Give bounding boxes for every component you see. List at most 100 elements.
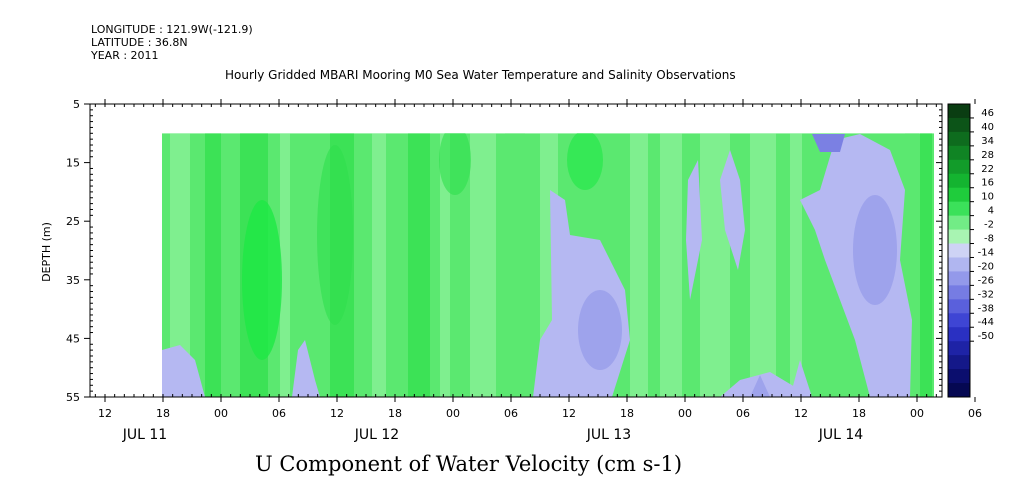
colorbar-label: 40 <box>981 122 994 133</box>
field-strong-east <box>439 133 471 195</box>
x-day-label: JUL 12 <box>354 427 399 443</box>
field-west <box>853 195 897 305</box>
field-streak <box>408 133 430 398</box>
field-strong-east <box>567 133 603 190</box>
x-tick-label: 12 <box>330 407 344 420</box>
colorbar-label: 16 <box>981 178 994 189</box>
colorbar-label: -8 <box>984 234 994 245</box>
x-tick-label: 18 <box>852 407 866 420</box>
field-streak <box>630 133 648 398</box>
field-west <box>720 150 745 270</box>
colorbar-segment <box>948 173 970 189</box>
field-streak <box>920 133 932 398</box>
colorbar-label: -32 <box>978 289 994 300</box>
colorbar-segment <box>948 327 970 342</box>
x-tick-label: 18 <box>156 407 170 420</box>
x-tick-label: 00 <box>214 407 228 420</box>
field-streak <box>750 133 776 398</box>
field-strong-east <box>317 145 353 325</box>
colorbar-segment <box>948 201 970 217</box>
colorbar-segment <box>948 257 970 272</box>
field-west-strong <box>812 134 845 152</box>
colorbar-segment <box>948 355 970 370</box>
colorbar-segment <box>948 341 970 356</box>
colorbar-segment <box>948 159 970 175</box>
x-tick-label: 06 <box>272 407 286 420</box>
colorbar-segment <box>948 369 970 384</box>
longitude-label: LONGITUDE : 121.9W(-121.9) <box>91 23 253 36</box>
y-tick-label: 15 <box>66 157 80 170</box>
y-tick-label: 45 <box>66 332 80 345</box>
x-tick-label: 12 <box>98 407 112 420</box>
y-tick-label: 55 <box>66 391 80 404</box>
colorbar-segment <box>948 104 970 119</box>
field-streak <box>280 133 290 398</box>
x-tick-label: 00 <box>910 407 924 420</box>
colorbar-segment <box>948 131 970 147</box>
field-streak <box>205 133 221 398</box>
x-tick-label: 00 <box>678 407 692 420</box>
field-streak <box>505 133 525 398</box>
x-tick-label: 18 <box>388 407 402 420</box>
colorbar-frame <box>947 103 971 398</box>
colorbar-label: 28 <box>981 150 994 161</box>
x-tick-label: 18 <box>620 407 634 420</box>
colorbar-label: 46 <box>981 108 994 119</box>
colorbar-label: -2 <box>984 220 994 231</box>
colorbar-label: -26 <box>978 275 994 286</box>
colorbar-segment <box>948 229 970 245</box>
x-tick-label: 06 <box>504 407 518 420</box>
colorbar-segment <box>948 145 970 161</box>
y-tick-label: 25 <box>66 215 80 228</box>
colorbar-label: -20 <box>978 261 994 272</box>
x-tick-label: 00 <box>446 407 460 420</box>
colorbar-segment <box>948 243 970 258</box>
field-streak <box>790 133 802 398</box>
chart-title: Hourly Gridded MBARI Mooring M0 Sea Wate… <box>225 68 736 82</box>
colorbar-segment <box>948 271 970 286</box>
field-west <box>750 375 770 397</box>
colorbar-segment <box>948 187 970 203</box>
colorbar-label: -50 <box>978 331 994 342</box>
y-axis-label: DEPTH (m) <box>40 222 53 282</box>
colorbar-label: 10 <box>981 192 994 203</box>
colorbar-label: 22 <box>981 164 994 175</box>
field-west <box>578 290 622 370</box>
x-tick-label: 06 <box>968 407 982 420</box>
velocity-field <box>162 133 934 398</box>
field-streak <box>170 133 190 398</box>
colorbar-segment <box>948 383 970 398</box>
colorbar-label: 34 <box>981 136 994 147</box>
latitude-label: LATITUDE : 36.8N <box>91 36 188 49</box>
colorbar-label: 4 <box>988 206 994 217</box>
field-west <box>790 360 812 397</box>
field-strong-east <box>242 200 282 360</box>
x-day-label: JUL 14 <box>818 427 864 443</box>
x-tick-label: 06 <box>736 407 750 420</box>
y-tick-label: 35 <box>66 274 80 287</box>
variable-title: U Component of Water Velocity (cm s-1) <box>255 452 683 476</box>
x-day-label: JUL 13 <box>586 427 631 443</box>
x-tick-label: 12 <box>562 407 576 420</box>
colorbar-label: -14 <box>978 247 994 258</box>
x-tick-label: 12 <box>794 407 808 420</box>
year-label: YEAR : 2011 <box>91 49 159 62</box>
field-west <box>686 160 702 300</box>
field-streak <box>372 133 386 398</box>
colorbar-segment <box>948 285 970 300</box>
y-tick-label: 5 <box>73 98 80 111</box>
colorbar-label: -38 <box>978 303 994 314</box>
field-streak <box>660 133 682 398</box>
field-west <box>162 345 205 397</box>
field-streak <box>470 133 496 398</box>
colorbar-segment <box>948 313 970 328</box>
field-west <box>292 340 320 397</box>
colorbar-segment <box>948 215 970 231</box>
field-streak <box>440 133 450 398</box>
x-day-label: JUL 11 <box>122 427 167 443</box>
colorbar-segment <box>948 299 970 314</box>
colorbar-label: -44 <box>978 317 994 328</box>
colorbar-segment <box>948 117 970 133</box>
